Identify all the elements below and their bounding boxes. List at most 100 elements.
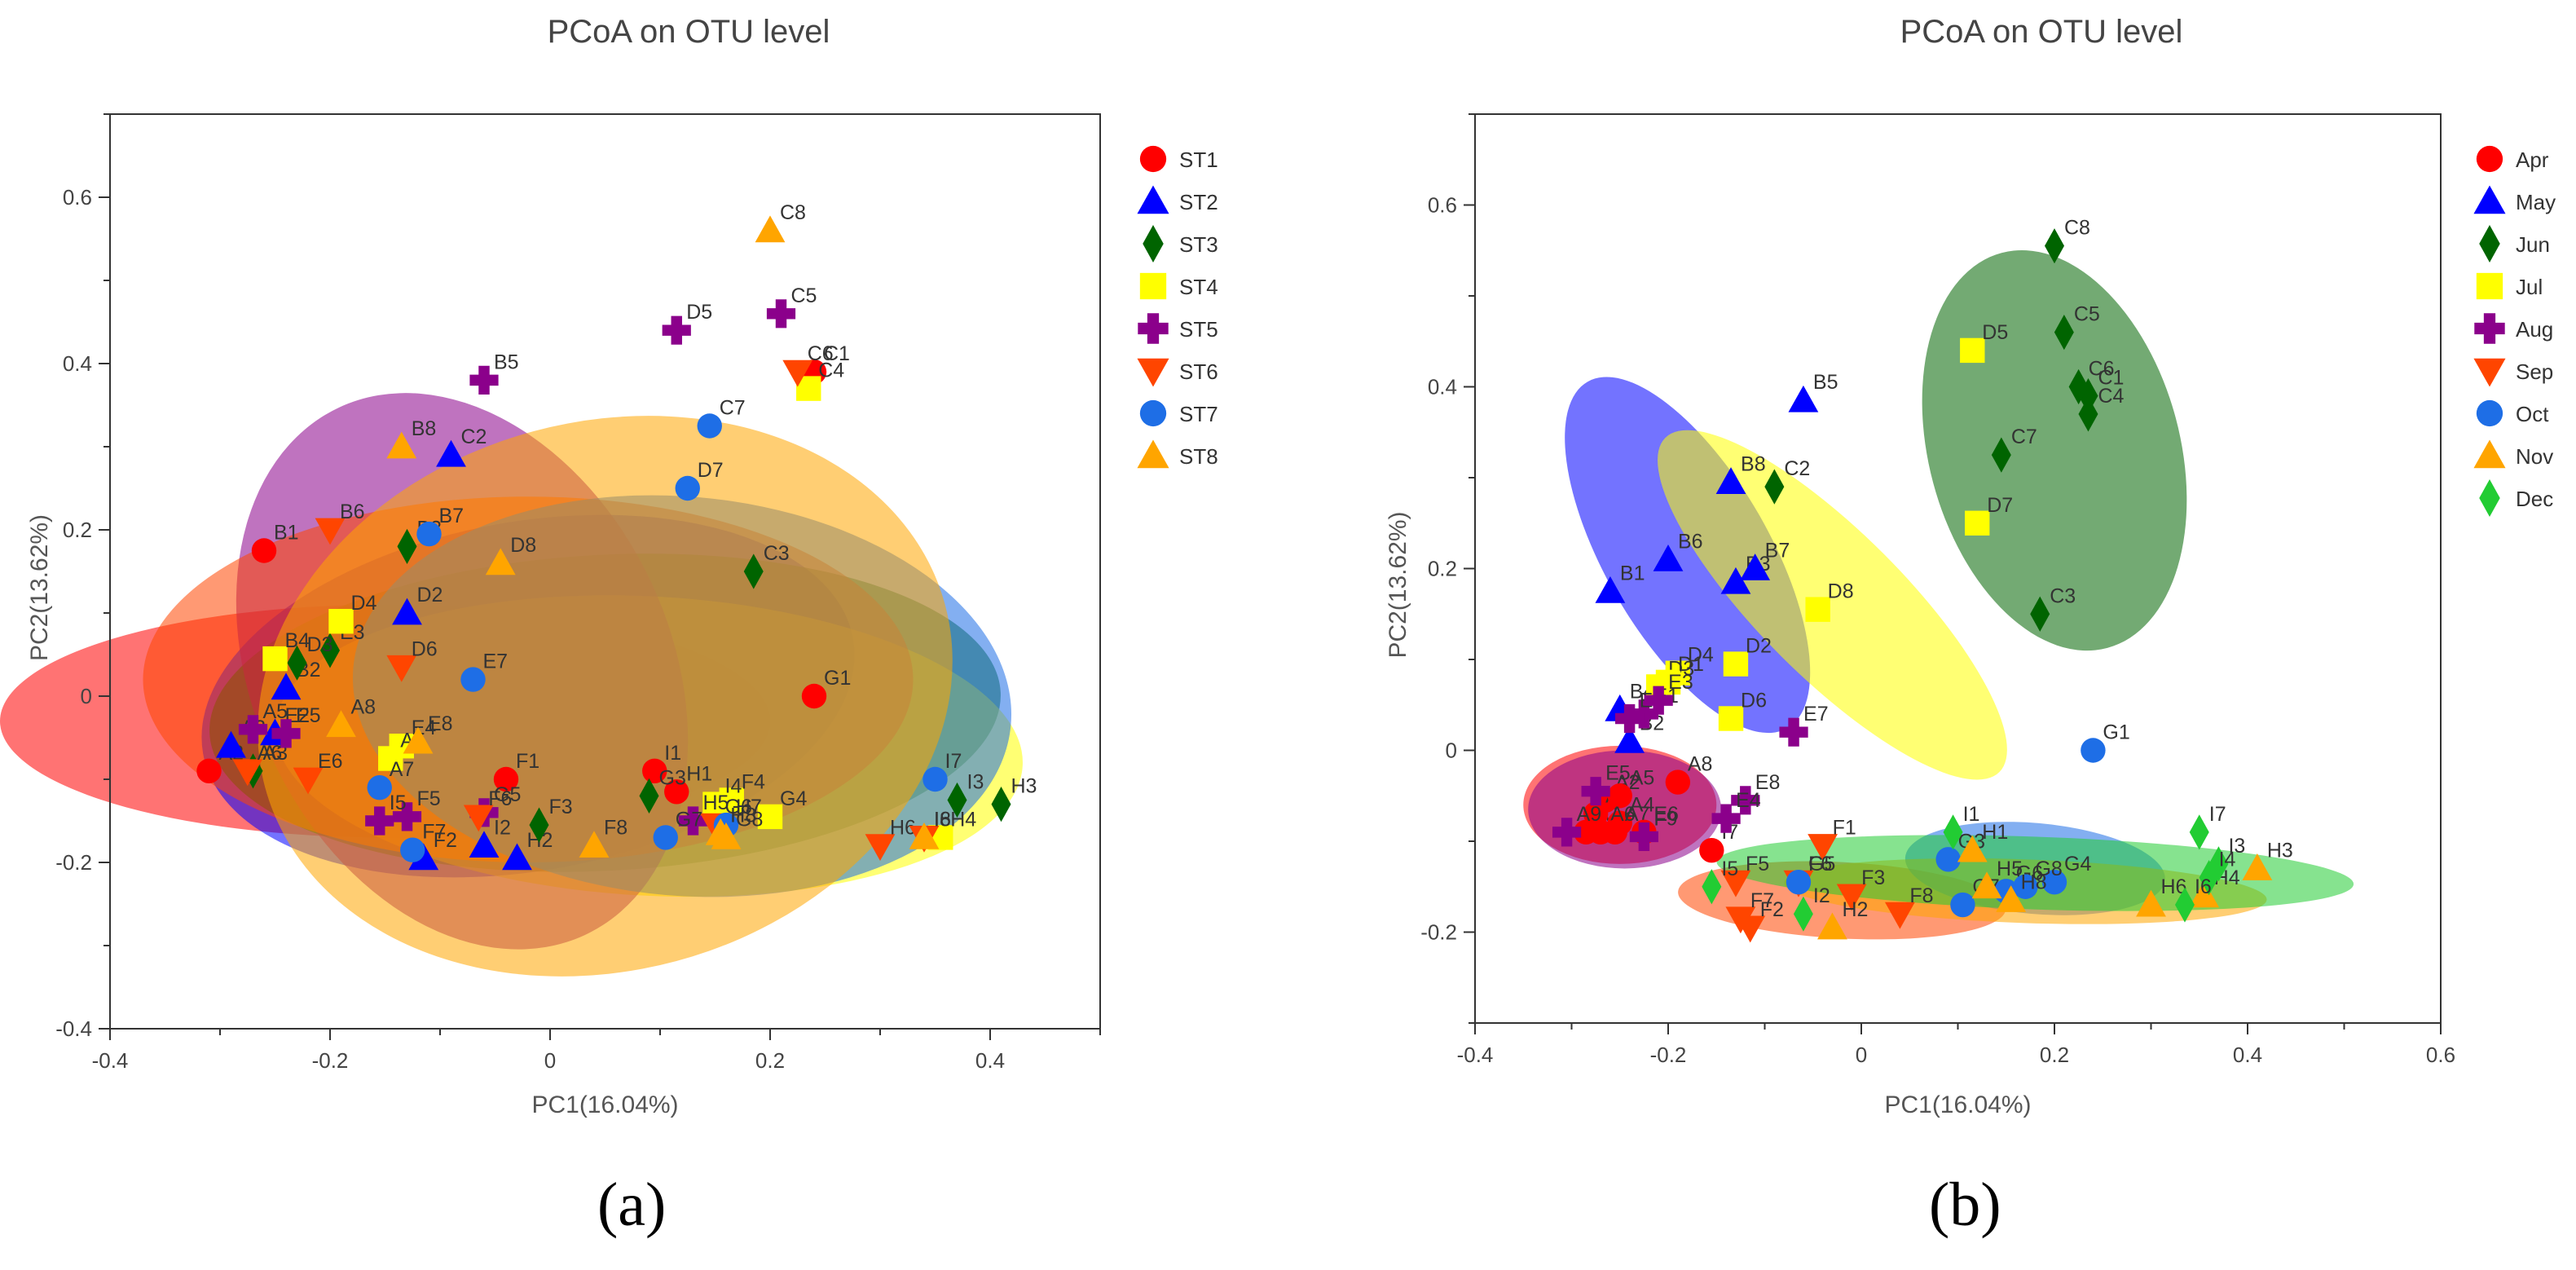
point-label: C7	[2011, 426, 2037, 448]
data-point	[2208, 846, 2229, 882]
data-point	[2174, 887, 2195, 923]
point-label: H7	[736, 796, 762, 818]
point-label: A5	[1630, 766, 1655, 789]
data-point	[196, 758, 222, 783]
data-point	[1950, 892, 1975, 918]
point-label: C3	[764, 542, 790, 565]
point-label: I6	[2195, 875, 2212, 898]
point-label: I1	[1963, 803, 1980, 826]
point-label: C5	[2074, 303, 2100, 326]
series-aug: E1E2E3E5E7E8E4A9F9	[1552, 671, 1829, 852]
data-point	[403, 726, 434, 754]
data-point	[529, 807, 549, 843]
data-point	[1702, 869, 1722, 905]
point-label: H1	[686, 762, 712, 785]
point-label: F1	[516, 750, 539, 773]
data-point	[2136, 889, 2166, 917]
data-point	[1786, 869, 1812, 895]
data-point	[1808, 834, 1838, 861]
legend-marker	[1137, 439, 1169, 469]
legend-marker	[2476, 399, 2503, 427]
panel-label-b: (b)	[1929, 1171, 2001, 1239]
y-tick-label: 0.4	[63, 351, 92, 376]
data-point	[2199, 860, 2219, 896]
data-point	[287, 645, 307, 681]
data-point	[460, 667, 486, 692]
legend-marker	[2479, 225, 2500, 262]
point-label: F8	[1909, 884, 1933, 907]
legend-marker	[1137, 185, 1169, 214]
data-point	[463, 805, 494, 832]
point-label: F8	[604, 817, 627, 840]
point-label: H4	[950, 808, 976, 831]
data-point	[386, 431, 417, 459]
data-point	[485, 548, 516, 575]
data-point	[315, 518, 346, 545]
legend-marker	[2474, 313, 2505, 344]
point-label: F2	[1760, 898, 1784, 921]
point-label: I4	[725, 775, 742, 798]
point-label: C4	[2098, 385, 2124, 408]
point-label: B8	[1741, 453, 1766, 476]
legend-label: ST5	[1179, 317, 1218, 342]
y-tick-label: 0.2	[63, 518, 92, 542]
point-label: E5	[296, 704, 321, 727]
data-point	[1965, 510, 1990, 536]
data-point	[386, 655, 417, 682]
data-point	[1935, 847, 1961, 872]
data-point	[2078, 378, 2098, 414]
data-point	[1720, 870, 1751, 897]
data-point	[502, 843, 532, 871]
point-label: B6	[1678, 530, 1703, 553]
point-label: C1	[2098, 367, 2124, 390]
point-label: C2	[461, 426, 487, 448]
data-point	[2242, 853, 2273, 880]
data-point	[642, 758, 667, 783]
data-point	[1793, 896, 1813, 932]
data-point	[702, 792, 728, 817]
data-point	[909, 822, 940, 849]
point-label: F3	[549, 796, 573, 818]
data-point	[1644, 686, 1673, 715]
point-label: G7	[676, 808, 702, 831]
point-label: I5	[1721, 858, 1738, 880]
point-label: F5	[417, 787, 441, 810]
point-label: I2	[494, 817, 511, 840]
x-axis-label: PC1(16.04%)	[531, 1091, 678, 1118]
data-point	[1699, 837, 1724, 863]
chart-title: PCoA on OTU level	[1900, 14, 2183, 50]
series-oct: G1G3G4G5G6G7G8	[1786, 721, 2130, 918]
data-point	[392, 598, 422, 625]
point-label: E3	[1668, 671, 1693, 694]
x-tick-label: 0.4	[975, 1048, 1005, 1073]
x-tick-label: 0.4	[2233, 1043, 2262, 1067]
point-label: D7	[698, 459, 724, 482]
data-point	[326, 710, 356, 738]
data-point	[1725, 906, 1756, 934]
data-point	[2068, 368, 2089, 405]
point-label: B1	[274, 522, 299, 545]
legend-label: May	[2516, 190, 2556, 214]
data-point	[1764, 469, 1785, 505]
data-point	[378, 746, 403, 771]
data-point	[1991, 437, 2011, 473]
point-label: D1	[1678, 653, 1704, 676]
point-label: E8	[1755, 771, 1781, 794]
point-label: D8	[1828, 580, 1854, 603]
data-point	[2081, 738, 2106, 763]
series-st5: B5 D5 C5 A5 E5 F5 G5 H5 I5	[238, 284, 817, 836]
data-point	[1552, 818, 1582, 847]
series-may: B1B2B3B4B5B6B7B8	[1595, 371, 1838, 753]
y-tick-label: 0.4	[1428, 375, 1457, 399]
point-label: C5	[791, 284, 817, 307]
point-label: A4	[1630, 794, 1655, 817]
panel-label-a: (a)	[597, 1171, 667, 1239]
point-label: G5	[494, 783, 521, 806]
point-label: F6	[1808, 853, 1832, 875]
point-label: G1	[2103, 721, 2129, 744]
data-point	[408, 843, 439, 871]
data-point	[1836, 884, 1867, 911]
data-point	[469, 831, 500, 858]
ellipse-may	[1565, 377, 1811, 734]
data-point	[766, 299, 796, 329]
